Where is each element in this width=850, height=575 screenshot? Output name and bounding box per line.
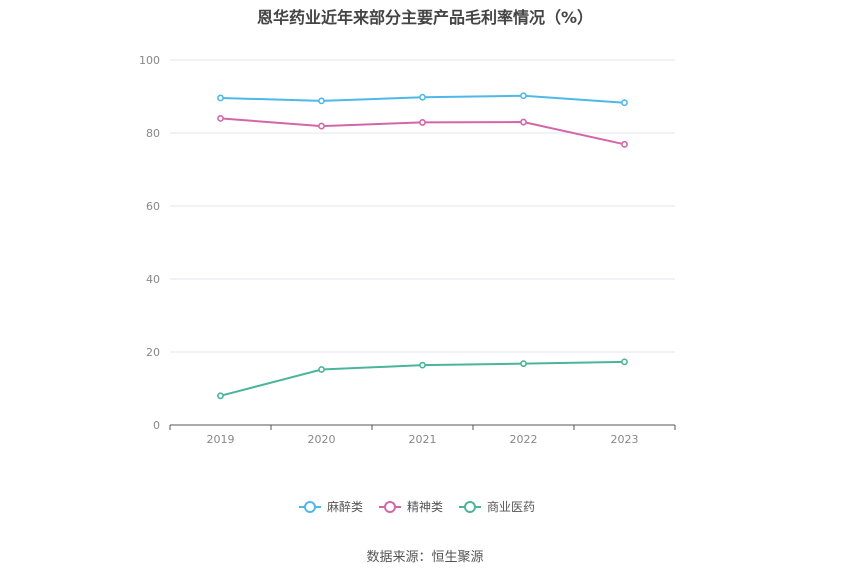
x-tick-label: 2020	[308, 433, 336, 446]
legend-swatch-marker	[384, 501, 396, 513]
y-tick-label: 80	[146, 127, 160, 140]
chart-title: 恩华药业近年来部分主要产品毛利率情况（%）	[256, 8, 594, 27]
y-tick-label: 40	[146, 273, 160, 286]
legend-item[interactable]: 精神类	[379, 500, 443, 514]
legend: 麻醉类 精神类 商业医药	[299, 499, 535, 514]
data-point	[419, 361, 426, 369]
legend-label: 麻醉类	[327, 499, 363, 514]
x-tick-label: 2019	[207, 433, 235, 446]
y-tick-label: 20	[146, 346, 160, 359]
source-note: 数据来源：恒生聚源	[366, 550, 484, 565]
data-point	[621, 140, 628, 148]
data-point	[419, 93, 426, 101]
data-point	[621, 358, 628, 366]
y-tick-label: 0	[153, 419, 160, 432]
legend-item[interactable]: 麻醉类	[299, 499, 363, 514]
legend-swatch-marker	[464, 501, 476, 513]
data-point	[520, 118, 527, 126]
gridlines	[170, 59, 675, 353]
axes: 0 20 40 60 80 100 2019 2020 2021 2022 2023	[139, 54, 676, 446]
data-point	[217, 94, 224, 102]
data-point	[217, 392, 224, 400]
data-point	[419, 119, 426, 126]
data-point	[520, 92, 527, 100]
legend-swatch-marker	[304, 501, 316, 513]
legend-label: 精神类	[407, 500, 443, 514]
x-tick-label: 2021	[409, 433, 437, 446]
legend-label: 商业医药	[487, 499, 535, 514]
data-point	[318, 122, 325, 130]
data-point	[217, 115, 224, 122]
data-point	[318, 366, 325, 373]
y-tick-label: 60	[146, 200, 160, 213]
data-point	[520, 360, 527, 368]
series-lines	[217, 92, 628, 400]
legend-item[interactable]: 商业医药	[459, 499, 535, 514]
x-tick-label: 2023	[611, 433, 639, 446]
x-tick-label: 2022	[510, 433, 538, 446]
y-tick-label: 100	[139, 54, 160, 67]
data-point	[318, 97, 325, 105]
data-point	[621, 99, 628, 107]
